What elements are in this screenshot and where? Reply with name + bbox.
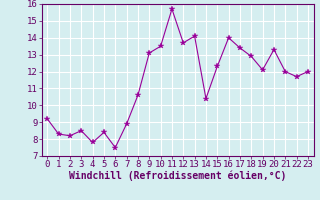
X-axis label: Windchill (Refroidissement éolien,°C): Windchill (Refroidissement éolien,°C) (69, 171, 286, 181)
